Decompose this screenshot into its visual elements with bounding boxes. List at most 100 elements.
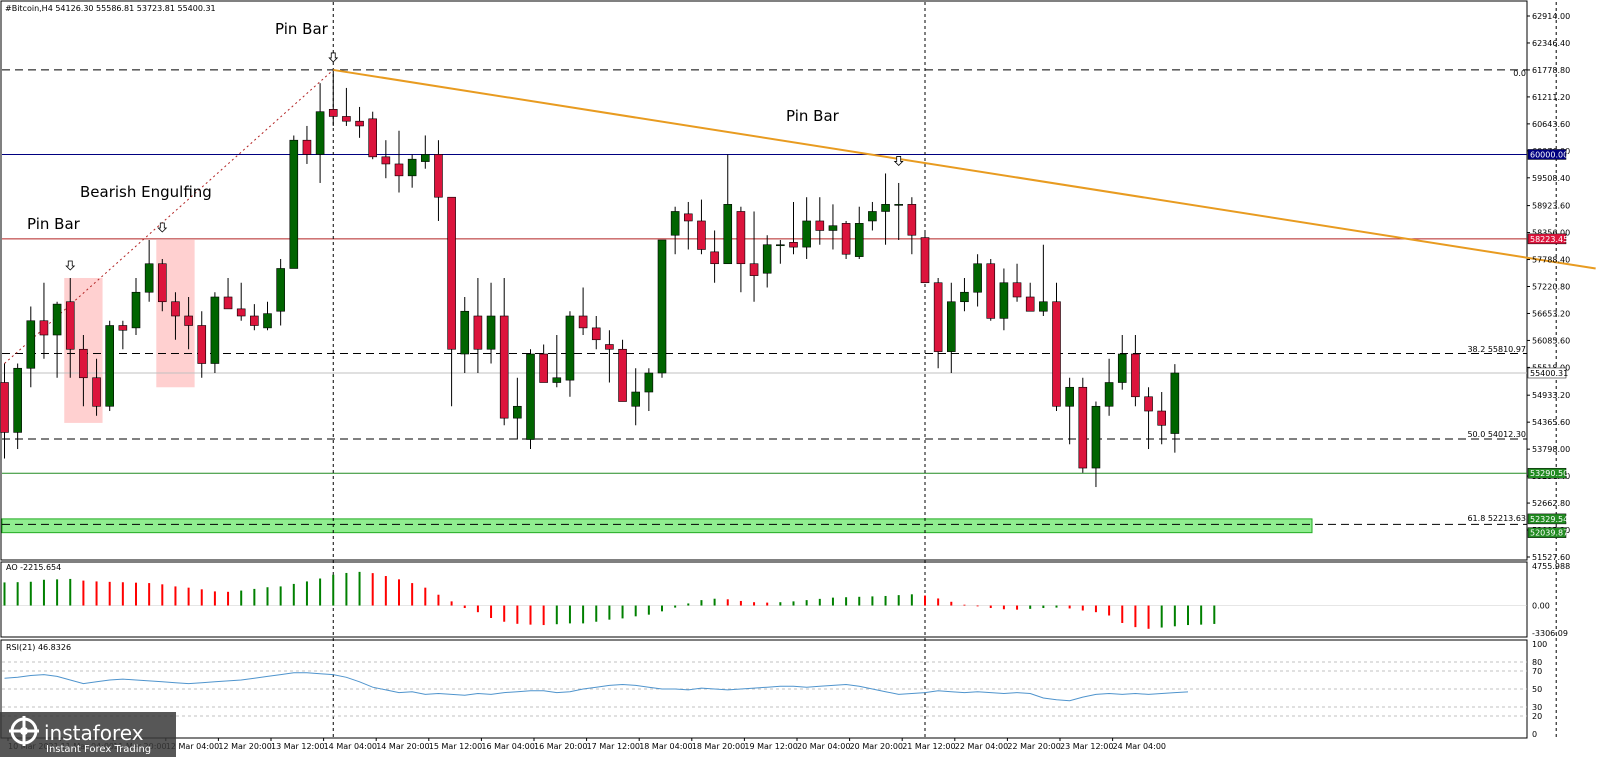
ao-tick-label: 0.00 <box>1532 602 1550 611</box>
candle-body <box>0 382 9 433</box>
candle-body <box>210 296 220 364</box>
candle-body <box>631 391 641 407</box>
fib-50-label: 50.0 54012.30 <box>1467 430 1526 439</box>
arrow-shape <box>157 222 168 233</box>
candle-body <box>894 204 904 206</box>
time-tick-label: 21 Mar 12:00 <box>902 742 955 751</box>
candle-18 <box>236 282 246 321</box>
candle-body <box>223 296 233 310</box>
price-tag-p55400: 55400.31 <box>1527 367 1568 379</box>
candle-6 <box>79 335 88 407</box>
price-tag-label: 55400.31 <box>1530 369 1568 378</box>
candle-body <box>236 308 246 317</box>
rsi-line <box>4 672 1189 702</box>
candle-63 <box>828 204 838 250</box>
candle-34 <box>447 196 456 407</box>
candle-body <box>565 315 575 381</box>
candle-83 <box>1091 401 1101 488</box>
candle-88 <box>1157 392 1166 445</box>
candle-body <box>394 163 404 177</box>
candle-59 <box>776 239 785 264</box>
time-tick-label: 20 Mar 04:00 <box>797 742 850 751</box>
down-arrow-icon <box>893 156 904 167</box>
candle-58 <box>762 235 772 288</box>
time-tick-label: 20 Mar 20:00 <box>850 742 903 751</box>
time-tick-label: 17 Mar 12:00 <box>587 742 640 751</box>
candle-40 <box>526 349 535 450</box>
candle-21 <box>276 258 285 326</box>
down-arrow-icon <box>157 222 168 233</box>
candle-52 <box>683 201 693 250</box>
down-arrow-icon <box>328 52 339 63</box>
candle-50 <box>657 239 667 378</box>
time-tick-label: 19 Mar 12:00 <box>744 742 797 751</box>
candle-35 <box>460 296 470 374</box>
rsi-tick-label: 50 <box>1532 685 1542 694</box>
candle-body <box>841 223 851 255</box>
candle-body <box>1104 382 1114 407</box>
candle-body <box>250 315 259 326</box>
candle-body <box>854 223 864 257</box>
candle-body <box>158 263 167 303</box>
candle-32 <box>420 135 430 169</box>
rsi-tick-label: 80 <box>1532 658 1542 667</box>
candle-68 <box>894 182 904 240</box>
candle-19 <box>250 304 259 331</box>
price-tag-p52329: 52329.54 <box>1527 513 1568 525</box>
candle-85 <box>1117 335 1127 390</box>
price-tick-label: 56085.60 <box>1532 336 1570 345</box>
fib-38-label: 38.2 55810.97 <box>1467 345 1526 354</box>
price-tick-label: 61778.80 <box>1532 66 1570 75</box>
ao-panel-frame <box>0 561 1528 638</box>
candle-body <box>39 320 49 336</box>
candle-1 <box>13 363 22 450</box>
candle-body <box>144 263 154 293</box>
price-tick-label: 54933.20 <box>1532 391 1570 400</box>
candle-49 <box>644 368 654 412</box>
candle-72 <box>946 282 956 374</box>
candle-body <box>749 263 759 276</box>
candle-body <box>697 220 706 250</box>
price-tag-label: 53290.50 <box>1530 469 1568 478</box>
price-tag-label: 60000.00 <box>1530 150 1568 159</box>
candle-17 <box>223 277 233 310</box>
candle-body <box>776 244 785 247</box>
instaforex-logo-icon <box>9 716 39 746</box>
candle-body <box>447 196 456 350</box>
candle-36 <box>473 277 483 374</box>
candle-54 <box>710 230 719 283</box>
candle-25 <box>328 69 338 126</box>
candle-body <box>670 211 680 236</box>
logo-wordmark: instaforex <box>44 721 144 745</box>
fib-dotted-line <box>4 69 334 364</box>
price-tick-label: 60643.60 <box>1532 120 1570 129</box>
candle-body <box>815 220 825 231</box>
candle-12 <box>158 258 167 312</box>
candle-15 <box>197 311 207 378</box>
candle-86 <box>1131 335 1140 407</box>
candle-body <box>486 315 496 350</box>
price-tag-bg <box>1527 367 1567 379</box>
candle-57 <box>749 211 759 302</box>
candle-7 <box>92 358 101 416</box>
pin-bar-label-top: Pin Bar <box>275 20 329 38</box>
time-tick-label: 16 Mar 04:00 <box>481 742 534 751</box>
rsi-tick-label: 20 <box>1532 712 1542 721</box>
price-tick-label: 62914.00 <box>1532 12 1570 21</box>
support-zone-rect <box>1 518 1313 534</box>
candle-body <box>171 301 180 317</box>
candle-39 <box>513 377 522 440</box>
candle-body <box>644 372 654 393</box>
price-tick-label: 56653.20 <box>1532 309 1570 318</box>
candle-5 <box>65 277 75 378</box>
arrow-shape <box>328 52 339 63</box>
descending-trendline <box>333 68 1596 270</box>
candle-76 <box>999 268 1009 331</box>
pin-bar-label-right: Pin Bar <box>786 107 840 125</box>
price-tick-label: 54365.60 <box>1532 418 1570 427</box>
candle-27 <box>355 106 364 138</box>
pattern-markers <box>65 52 904 271</box>
candle-16 <box>210 292 220 374</box>
